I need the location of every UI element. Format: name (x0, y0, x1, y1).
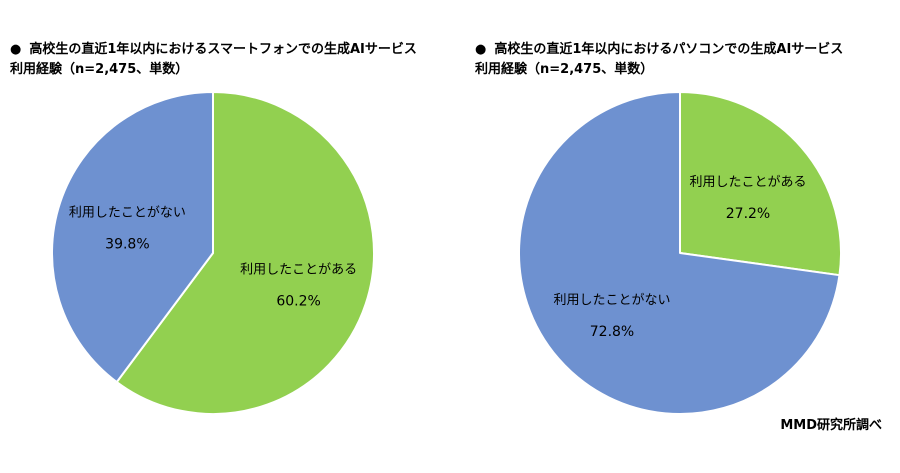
chart-pc: 利用したことがある 27.2% 利用したことがない 72.8% ● 高校生の直近1年以内… (450, 0, 900, 473)
chart-title-line1: 高校生の直近1年以内におけるスマートフォンでの生成AIサービス (29, 42, 417, 57)
pie-chart-smartphone: 利用したことがある 60.2% 利用したことがない 39.8% (51, 91, 375, 415)
bullet-icon: ● (10, 42, 22, 57)
slice-value-label: 27.2% (726, 206, 770, 222)
chart-title-line2: 利用経験（n=2,475、単数） (475, 62, 654, 77)
slice-label: 利用したことがある (689, 175, 806, 190)
pie-slice-not-used (518, 91, 841, 415)
chart-title-pc: ● 高校生の直近1年以内におけるパソコンでの生成AIサービス 利用経験（n=2,4… (475, 40, 843, 80)
slice-value-label: 60.2% (276, 293, 320, 309)
chart-title-line2: 利用経験（n=2,475、単数） (10, 62, 189, 77)
slice-label: 利用したことがない (553, 293, 670, 308)
slice-label: 利用したことがある (240, 262, 357, 277)
slice-value-label: 72.8% (590, 324, 634, 340)
chart-title-line1: 高校生の直近1年以内におけるパソコンでの生成AIサービス (494, 42, 844, 57)
slice-value-label: 39.8% (105, 237, 149, 253)
chart-title-smartphone: ● 高校生の直近1年以内におけるスマートフォンでの生成AIサービス 利用経験（n=… (10, 40, 417, 80)
pie-slice-not-used (51, 91, 214, 384)
chart-smartphone: 利用したことがある 60.2% 利用したことがない 39.8% ● 高校生の直近1年以内… (10, 40, 417, 415)
pie-chart-pc: 利用したことがある 27.2% 利用したことがない 72.8% (518, 91, 842, 415)
pie-slice-used (115, 91, 375, 415)
slice-label: 利用したことがない (69, 206, 186, 221)
source-note: MMD研究所調べ (780, 418, 882, 433)
pie-slice-used (679, 91, 842, 277)
bullet-icon: ● (475, 42, 487, 57)
